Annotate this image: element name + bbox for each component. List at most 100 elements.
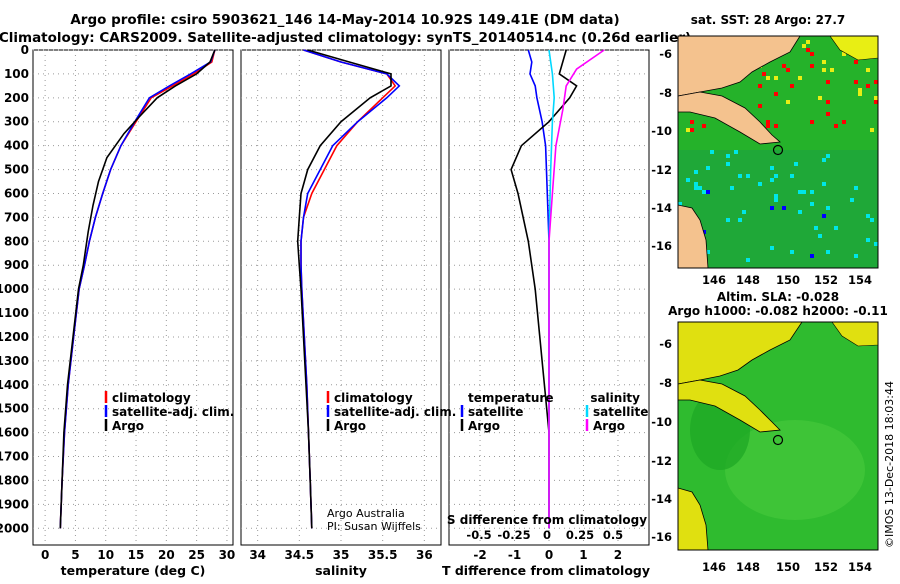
sst-map-title: sat. SST: 28 Argo: 27.7 — [691, 13, 845, 27]
temperature-legend-satellite: satellite-adj. clim. — [112, 405, 234, 419]
sst-map-peninsula — [678, 91, 781, 145]
y-tick-label: 2000 — [0, 521, 29, 535]
s-tick: 0.5 — [603, 528, 623, 542]
y-tick-label: 1000 — [0, 282, 29, 296]
sst-cell — [770, 206, 774, 210]
sst-cell — [774, 76, 778, 80]
x-tick-label: 35.5 — [368, 548, 398, 562]
map-tick: -12 — [651, 163, 672, 177]
sst-cell — [766, 120, 770, 124]
sst-map-yticks: -6 -8 -10 -12 -14 -16 — [651, 47, 672, 253]
sst-cell — [738, 218, 742, 222]
sst-cell — [686, 128, 690, 132]
sst-cell — [822, 158, 826, 162]
sst-cell — [826, 112, 830, 116]
sst-cell — [802, 44, 806, 48]
x-tick-label: 5 — [71, 548, 79, 562]
s-difference-label: S difference from climatology — [447, 513, 647, 527]
map-tick: 148 — [736, 273, 760, 287]
temperature-legend: climatology satellite-adj. clim. Argo — [104, 391, 234, 433]
map-tick: -6 — [659, 47, 672, 61]
sst-cell — [738, 174, 742, 178]
sst-cell — [818, 96, 822, 100]
sst-cell — [854, 80, 858, 84]
x-tick-label: 25 — [188, 548, 205, 562]
sst-cell — [782, 64, 786, 68]
sst-cell — [702, 124, 706, 128]
sst-cell — [834, 124, 838, 128]
sst-cell — [798, 210, 802, 214]
map-tick: 150 — [776, 560, 800, 574]
s-tick: -0.25 — [497, 528, 530, 542]
sst-cell — [690, 128, 694, 132]
sst-cell — [826, 100, 830, 104]
map-tick: 154 — [848, 560, 872, 574]
sst-cell — [762, 72, 766, 76]
sst-cell — [866, 68, 870, 72]
map-tick: 152 — [814, 273, 838, 287]
sst-map: 146 148 150 152 154 -6 -8 -10 -12 -14 -1… — [651, 35, 879, 287]
map-tick: 150 — [776, 273, 800, 287]
sst-cell — [874, 80, 878, 84]
x-tick-label: 36 — [416, 548, 433, 562]
y-tick-label: 1400 — [0, 378, 29, 392]
sst-cell — [858, 92, 862, 96]
sst-cell — [678, 202, 682, 206]
sst-cell — [810, 254, 814, 258]
sst-cell — [874, 100, 878, 104]
y-tick-label: 500 — [4, 163, 29, 177]
sst-cell — [798, 190, 802, 194]
map-tick: 146 — [702, 560, 726, 574]
s-difference-ticks: -0.5 -0.25 0 0.25 0.5 — [466, 528, 623, 542]
y-tick-label: 800 — [4, 234, 29, 248]
sst-cell — [702, 190, 706, 194]
sst-cell — [810, 64, 814, 68]
sst-cell — [686, 178, 690, 182]
sst-cell — [874, 242, 878, 246]
sst-cell — [822, 182, 826, 186]
y-tick-label: 600 — [4, 186, 29, 200]
y-tick-label: 100 — [4, 67, 29, 81]
sst-cell — [790, 174, 794, 178]
x-tick-label: 20 — [158, 548, 175, 562]
title-line-1: Argo profile: csiro 5903621_146 14-May-2… — [70, 12, 619, 28]
temperature-xlabel: temperature (deg C) — [61, 563, 206, 578]
sla-map-yticks: -6 -8 -10 -12 -14 -16 — [651, 337, 672, 544]
sst-cell — [818, 234, 822, 238]
sst-cell — [826, 154, 830, 158]
map-tick: -8 — [659, 376, 672, 390]
sst-cell — [706, 250, 710, 254]
sst-cell — [794, 162, 798, 166]
sst-cell — [866, 214, 870, 218]
sst-cell — [770, 178, 774, 182]
y-tick-label: 1600 — [0, 426, 29, 440]
grid-layer — [33, 49, 649, 545]
sst-cell — [810, 52, 814, 56]
y-tick-label: 400 — [4, 139, 29, 153]
sst-cell — [858, 88, 862, 92]
sla-map-island — [831, 322, 878, 347]
sst-cell — [758, 84, 762, 88]
sst-cell — [842, 52, 846, 56]
series-line-argo — [59, 49, 216, 529]
sst-cell — [826, 206, 830, 210]
salinity-legend-satellite: satellite-adj. clim. — [334, 405, 456, 419]
sst-map-sea-south — [678, 150, 878, 268]
sst-cell — [746, 258, 750, 262]
sst-cell — [730, 186, 734, 190]
sst-cell — [798, 76, 802, 80]
map-tick: -14 — [651, 201, 672, 215]
sla-map-anomaly — [725, 420, 865, 520]
map-tick: -12 — [651, 454, 672, 468]
sst-cell — [786, 100, 790, 104]
sst-cell — [726, 162, 730, 166]
sst-cell — [790, 250, 794, 254]
sst-cell — [870, 128, 874, 132]
sst-cell — [734, 150, 738, 154]
sst-cell — [726, 154, 730, 158]
sst-cell — [806, 40, 810, 44]
sst-cell — [870, 218, 874, 222]
difference-legend-s-title: salinity — [590, 391, 640, 405]
sst-cell — [866, 238, 870, 242]
sst-cell — [802, 190, 806, 194]
